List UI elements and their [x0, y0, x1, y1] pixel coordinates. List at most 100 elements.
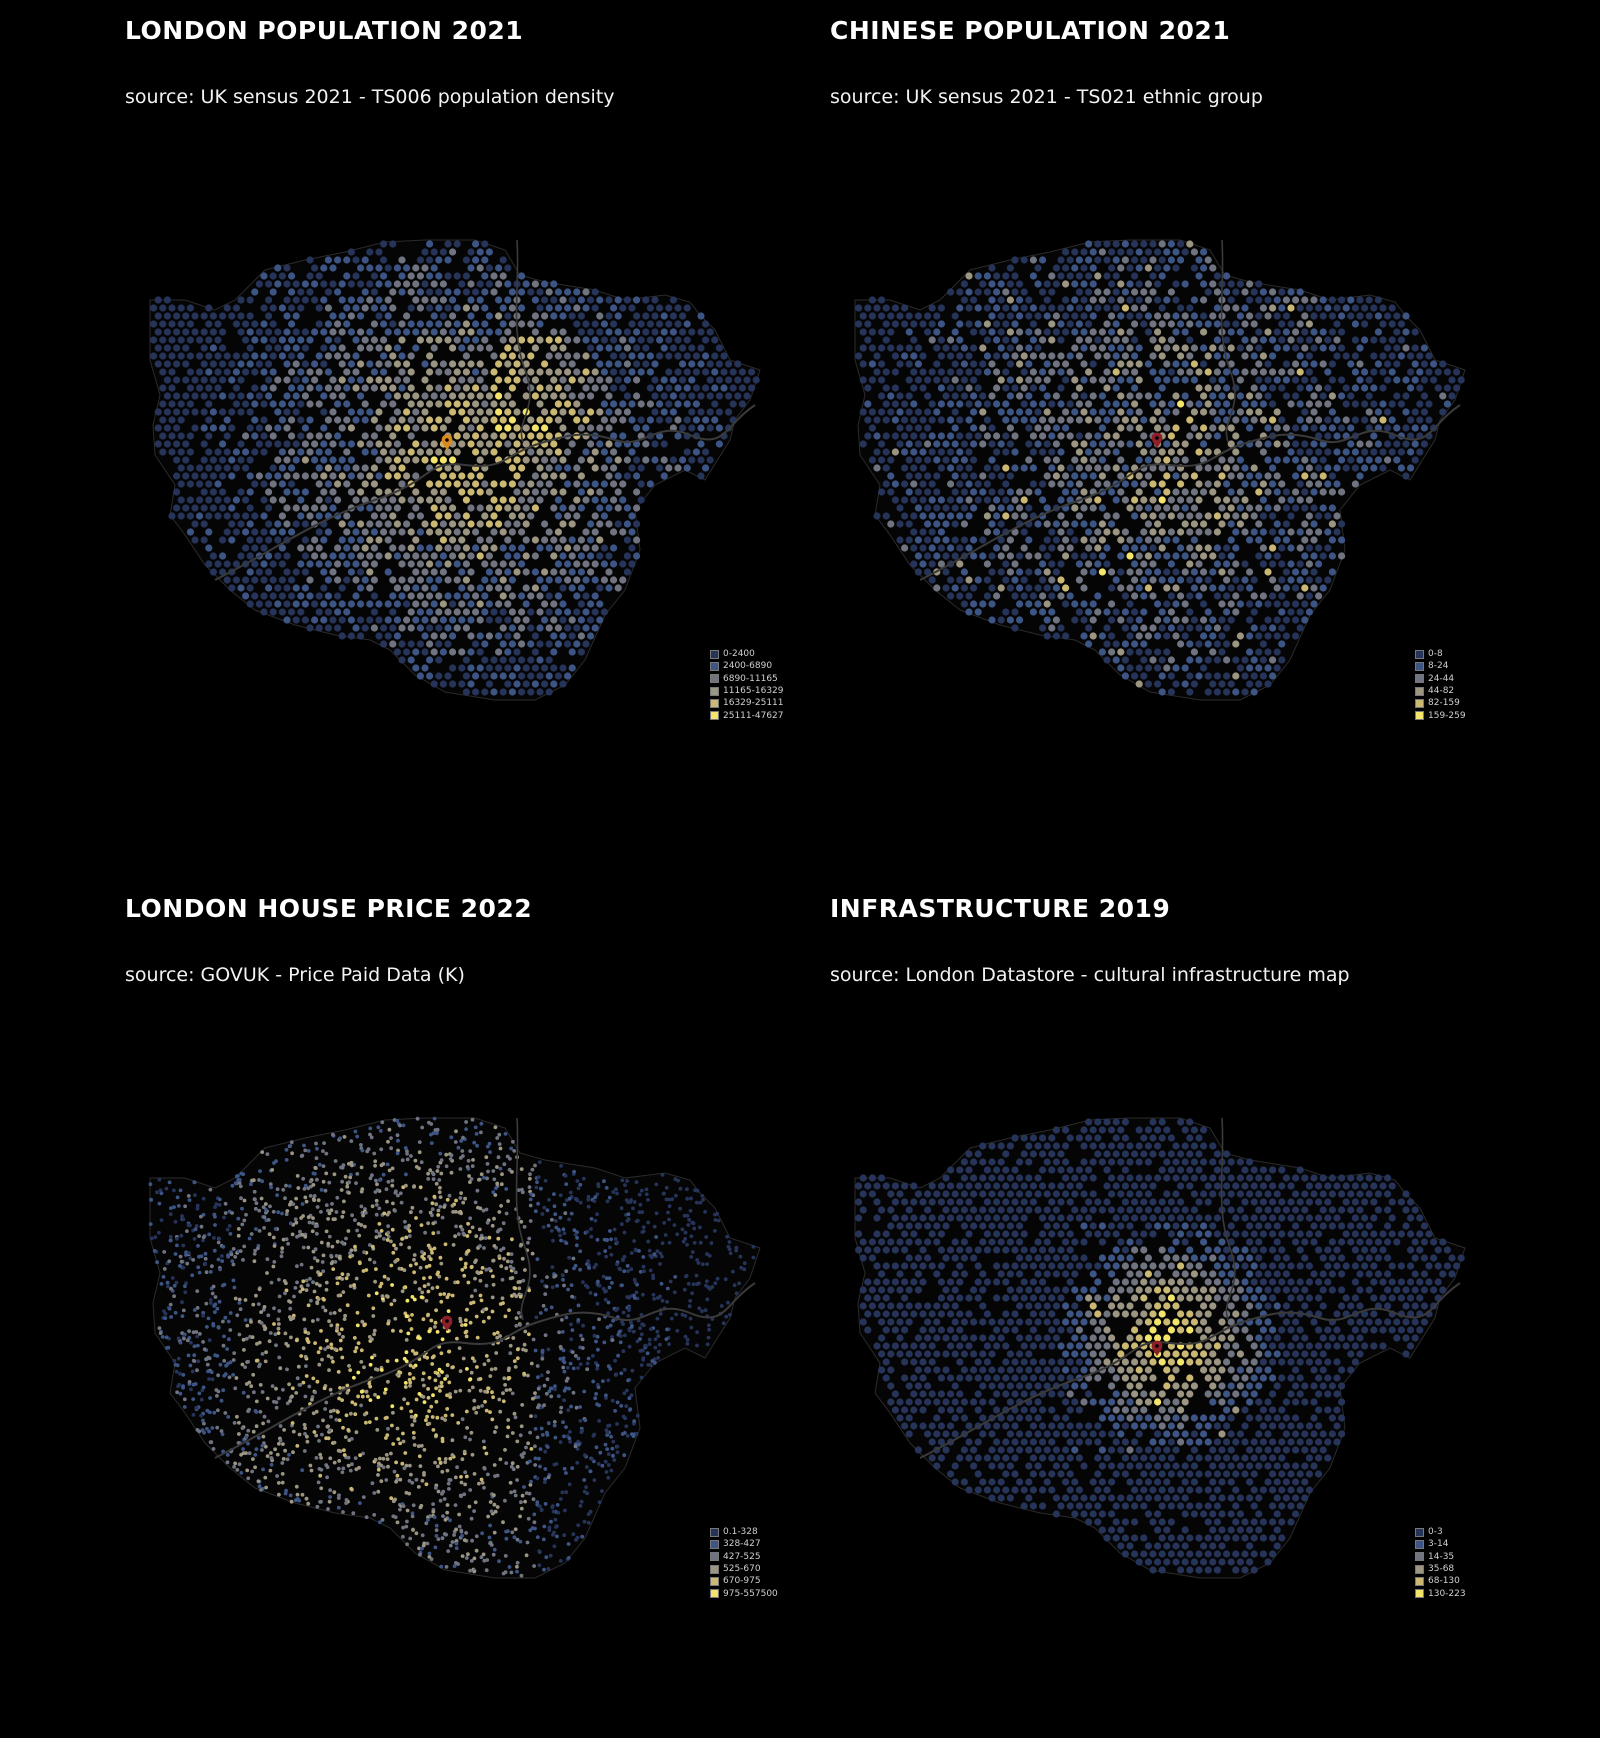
- hex-cell: [1135, 360, 1143, 368]
- hex-cell: [1407, 384, 1415, 392]
- hex-cell: [499, 528, 507, 536]
- hex-cell: [481, 576, 489, 584]
- hex-cell: [1388, 368, 1396, 376]
- hex-cell: [1025, 408, 1033, 416]
- hex-cell: [513, 360, 521, 368]
- hex-cell: [993, 352, 1001, 360]
- hex-cell: [513, 632, 521, 640]
- hex-cell: [531, 664, 539, 672]
- sale-dot: [228, 1232, 233, 1236]
- sale-dot: [609, 1434, 613, 1439]
- hex-cell: [380, 368, 388, 376]
- hex-cell: [1223, 304, 1231, 312]
- hex-cell: [426, 288, 434, 296]
- hex-cell: [301, 552, 309, 560]
- hex-cell: [1112, 512, 1120, 520]
- sale-dot: [369, 1135, 374, 1140]
- hex-cell: [1296, 560, 1304, 568]
- hex-cell: [970, 552, 978, 560]
- hex-cell: [550, 616, 558, 624]
- hex-cell: [1158, 528, 1166, 536]
- hex-cell: [518, 688, 526, 696]
- sale-dot: [380, 1518, 385, 1522]
- hex-cell: [1315, 544, 1323, 552]
- hex-cell: [901, 480, 909, 488]
- hex-cell: [453, 384, 461, 392]
- hex-cell: [196, 368, 204, 376]
- hex-cell: [485, 584, 493, 592]
- hex-cell: [1089, 536, 1097, 544]
- hex-cell: [1043, 424, 1051, 432]
- hex-cell: [970, 296, 978, 304]
- hex-cell: [633, 472, 641, 480]
- hex-cell: [1430, 360, 1438, 368]
- hex-cell: [1098, 408, 1106, 416]
- hex-cell: [1163, 600, 1171, 608]
- hex-cell: [1347, 392, 1355, 400]
- hex-cell: [1039, 448, 1047, 456]
- hex-cell: [1223, 480, 1231, 488]
- hex-cell: [1094, 336, 1102, 344]
- hex-cell: [485, 344, 493, 352]
- hex-cell: [1319, 328, 1327, 336]
- legend-swatch: [1415, 686, 1424, 696]
- hex-cell: [924, 424, 932, 432]
- sale-dot: [469, 1559, 474, 1563]
- hex-cell: [366, 568, 374, 576]
- hex-cell: [1232, 576, 1240, 584]
- hex-cell: [219, 568, 227, 576]
- hex-cell: [1172, 312, 1180, 320]
- sale-dot: [287, 1184, 292, 1188]
- hex-cell: [338, 632, 346, 640]
- hex-cell: [288, 480, 296, 488]
- hex-cell: [274, 456, 282, 464]
- hex-cell: [951, 440, 959, 448]
- sale-dot: [553, 1212, 558, 1217]
- sale-dot: [449, 1135, 454, 1140]
- hex-cell: [550, 312, 558, 320]
- hex-cell: [706, 456, 714, 464]
- hex-cell: [1121, 640, 1129, 648]
- hex-cell: [919, 464, 927, 472]
- hex-cell: [937, 368, 945, 376]
- hex-cell: [550, 664, 558, 672]
- hex-cell: [1098, 648, 1106, 656]
- hex-cell: [384, 520, 392, 528]
- hex-cell: [297, 352, 305, 360]
- hex-cell: [343, 352, 351, 360]
- sale-dot: [220, 1432, 225, 1437]
- hex-cell: [536, 368, 544, 376]
- hex-cell: [288, 288, 296, 296]
- hex-cell: [864, 400, 872, 408]
- hex-cell: [1112, 656, 1120, 664]
- hex-cell: [1264, 568, 1272, 576]
- hex-cell: [1338, 344, 1346, 352]
- hex-cell: [1080, 552, 1088, 560]
- hex-cell: [610, 544, 618, 552]
- hex-cell: [283, 584, 291, 592]
- hex-cell: [1135, 392, 1143, 400]
- hex-cell: [476, 632, 484, 640]
- sale-dot: [384, 1436, 388, 1440]
- hex-cell: [444, 256, 452, 264]
- hex-cell: [1278, 368, 1286, 376]
- hex-cell: [306, 560, 314, 568]
- hex-cell: [1062, 376, 1070, 384]
- hex-cell: [1039, 608, 1047, 616]
- hex-cell: [154, 296, 162, 304]
- sale-dot: [580, 1337, 585, 1342]
- hex-cell: [1126, 584, 1134, 592]
- sale-dot: [274, 1343, 278, 1348]
- hex-cell: [481, 544, 489, 552]
- sale-dot: [523, 1499, 527, 1504]
- hex-cell: [1232, 528, 1240, 536]
- hex-cell: [320, 360, 328, 368]
- sale-dot: [484, 1207, 489, 1212]
- hex-cell: [559, 664, 567, 672]
- hex-cell: [398, 272, 406, 280]
- hex-cell: [1278, 544, 1286, 552]
- hex-cell: [1167, 560, 1175, 568]
- hex-cell: [274, 376, 282, 384]
- hex-cell: [1218, 680, 1226, 688]
- hex-cell: [421, 296, 429, 304]
